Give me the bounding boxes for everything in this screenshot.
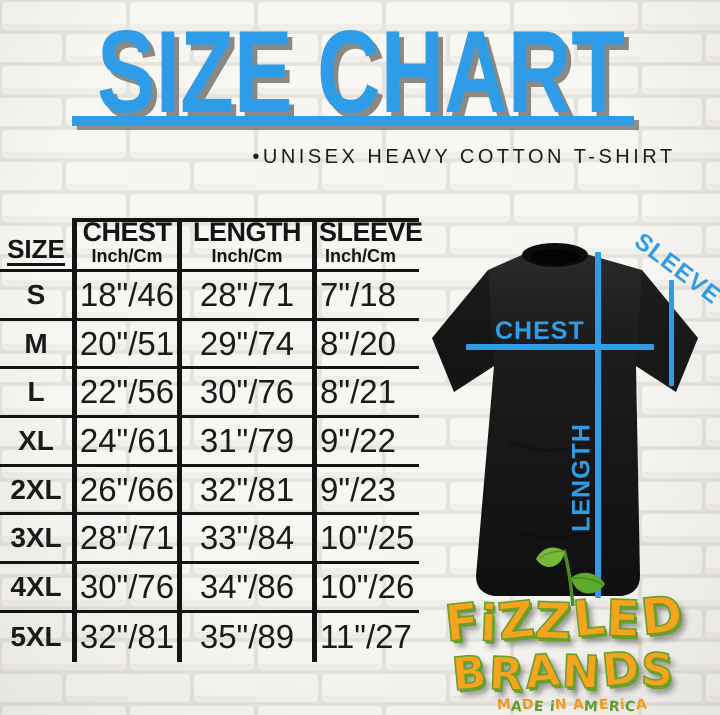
- tshirt-image: [432, 243, 698, 596]
- chest-value: 26"/66: [72, 466, 177, 516]
- chest-value: 32"/81: [72, 612, 177, 662]
- brand-tagline: MADE iN AMERiCA: [496, 696, 648, 715]
- subtitle: •UNISEX HEAVY COTTON T-SHIRT: [252, 146, 676, 168]
- length-value: 31"/79: [177, 418, 312, 467]
- size-label: 4XL: [0, 564, 72, 613]
- size-label: S: [0, 272, 72, 321]
- size-table: SIZE CHEST Inch/Cm LENGTH Inch/Cm SLEEVE…: [0, 218, 423, 662]
- sleeve-value: 8"/21: [312, 369, 419, 419]
- chest-value: 28"/71: [72, 515, 177, 565]
- title-underline: [72, 116, 634, 126]
- leaves-icon: [536, 547, 605, 606]
- sleeve-value: 9"/23: [312, 466, 419, 516]
- col-header-sleeve: SLEEVE Inch/Cm: [312, 218, 423, 272]
- sleeve-value: 7"/18: [312, 272, 419, 321]
- col-header-chest: CHEST Inch/Cm: [72, 218, 177, 272]
- page-title: SIZE CHART: [96, 7, 625, 138]
- size-label: XL: [0, 418, 72, 467]
- col-header-size: SIZE: [0, 218, 72, 272]
- sleeve-value: 11"/27: [312, 612, 419, 662]
- length-value: 32"/81: [177, 466, 312, 516]
- chest-value: 20"/51: [72, 320, 177, 370]
- tshirt-body: [432, 246, 698, 596]
- sleeve-value: 10"/25: [312, 515, 419, 565]
- size-label: 3XL: [0, 515, 72, 565]
- brand-name-line2: BRANDS: [449, 640, 677, 702]
- size-label: 5XL: [10, 621, 62, 653]
- chest-value: 22"/56: [72, 369, 177, 419]
- col-header-length: LENGTH Inch/Cm: [177, 218, 312, 272]
- length-value: 33"/84: [177, 515, 312, 565]
- sleeve-measure-line: [669, 280, 674, 386]
- size-label: 2XL: [0, 467, 72, 516]
- sleeve-value: 9"/22: [312, 418, 419, 467]
- length-label: LENGTH: [567, 423, 596, 532]
- chest-value: 30"/76: [72, 564, 177, 613]
- size-label: L: [0, 369, 72, 419]
- chest-label: CHEST: [495, 317, 585, 345]
- length-value: 35"/89: [177, 612, 312, 662]
- sleeve-value: 10"/26: [312, 564, 419, 613]
- chest-measure-line: [466, 344, 654, 350]
- length-value: 34"/86: [177, 564, 312, 613]
- length-value: 29"/74: [177, 320, 312, 370]
- chest-value: 18"/46: [72, 272, 177, 321]
- size-label: M: [0, 321, 72, 370]
- length-value: 30"/76: [177, 369, 312, 419]
- chest-value: 24"/61: [72, 418, 177, 467]
- length-measure-line: [595, 252, 601, 598]
- length-value: 28"/71: [177, 272, 312, 321]
- sleeve-value: 8"/20: [312, 320, 419, 370]
